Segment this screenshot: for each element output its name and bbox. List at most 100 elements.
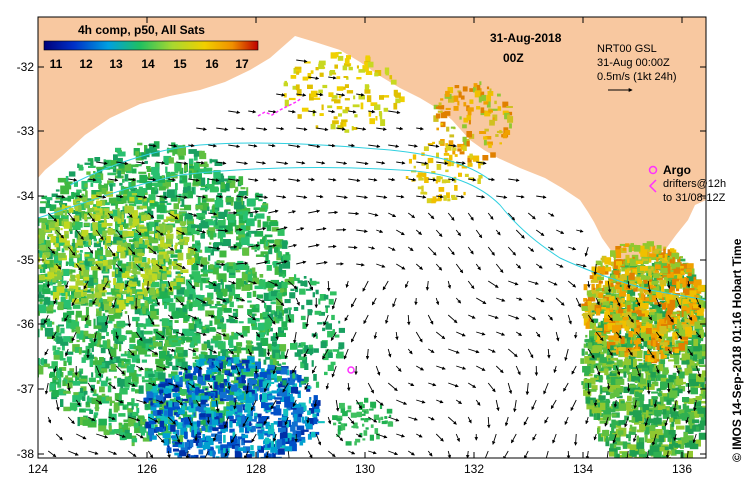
sst-patch [254, 285, 264, 290]
sst-patch [170, 211, 175, 219]
sst-patch [624, 462, 632, 470]
sst-patch [136, 180, 142, 183]
sst-patch [170, 281, 177, 286]
sst-patch [117, 244, 121, 252]
sst-patch [262, 381, 270, 388]
sst-patch [188, 303, 193, 309]
sst-patch [164, 339, 172, 347]
sst-patch [649, 446, 659, 453]
sst-patch [608, 361, 615, 364]
sst-patch [624, 363, 627, 369]
sst-patch [260, 456, 264, 458]
sst-patch [225, 463, 233, 466]
sst-patch [208, 227, 216, 231]
sst-patch [167, 230, 170, 236]
sst-patch [198, 444, 202, 448]
sst-patch [167, 259, 172, 265]
sst-patch [103, 183, 109, 191]
sst-patch [17, 291, 23, 295]
sst-patch [602, 429, 610, 436]
sst-patch [270, 423, 274, 431]
sst-patch [32, 361, 35, 366]
sst-patch [695, 396, 702, 401]
sst-patch [640, 266, 648, 271]
sst-patch [678, 298, 682, 305]
sst-patch [677, 438, 682, 445]
sst-patch [263, 236, 266, 240]
sst-patch [113, 356, 121, 363]
sst-patch [119, 182, 123, 186]
sst-patch [233, 357, 240, 364]
sst-patch [97, 302, 101, 307]
sst-patch [205, 310, 215, 317]
sst-patch [103, 208, 110, 212]
sst-patch [597, 427, 600, 434]
sst-patch [217, 431, 222, 434]
sst-patch [624, 459, 627, 461]
sst-patch [711, 372, 718, 378]
sst-patch [282, 261, 291, 269]
sst-patch [96, 338, 101, 347]
sst-patch [137, 324, 146, 328]
sst-patch [239, 427, 244, 433]
sst-patch [85, 320, 92, 327]
sst-patch [84, 201, 90, 209]
sst-patch [94, 157, 101, 162]
sst-patch [27, 335, 31, 339]
sst-patch [272, 433, 276, 441]
sst-patch [229, 287, 236, 296]
sst-patch [716, 329, 719, 336]
sst-patch [186, 340, 192, 343]
sst-patch [219, 250, 227, 258]
sst-patch [250, 356, 255, 363]
sst-patch [220, 449, 229, 458]
sst-patch [660, 359, 666, 364]
sst-patch [90, 160, 94, 168]
sst-patch [84, 183, 88, 188]
sst-patch [30, 244, 34, 249]
sst-patch [201, 438, 208, 441]
sst-patch [177, 241, 185, 245]
sst-patch [682, 397, 690, 403]
sst-patch [300, 429, 305, 435]
sst-patch [262, 322, 267, 330]
sst-patch [591, 318, 598, 324]
sst-patch [188, 305, 193, 312]
sst-patch [227, 415, 234, 420]
sst-patch [629, 424, 633, 429]
sst-patch [56, 325, 60, 333]
sst-patch [166, 179, 175, 182]
sst-patch [672, 438, 676, 446]
sst-patch [713, 337, 722, 342]
sst-patch [690, 379, 693, 383]
sst-patch [709, 323, 717, 328]
sst-patch [121, 214, 124, 223]
sst-patch [216, 310, 222, 320]
sst-patch [91, 372, 94, 378]
sst-patch [117, 362, 125, 368]
sst-patch [157, 290, 164, 299]
sst-patch [221, 398, 229, 402]
sst-patch [216, 292, 223, 300]
sst-patch [636, 442, 645, 450]
sst-patch [54, 222, 59, 227]
sst-patch [189, 380, 194, 389]
sst-patch [192, 235, 195, 242]
sst-patch [131, 178, 136, 187]
sst-patch [267, 391, 272, 395]
sst-patch [156, 214, 164, 220]
sst-patch [213, 283, 218, 292]
sst-patch [708, 403, 713, 407]
sst-patch [221, 304, 227, 312]
sst-patch [682, 298, 688, 304]
sst-patch [47, 300, 54, 307]
sst-patch [52, 285, 58, 294]
sst-patch [310, 403, 316, 407]
sst-patch [225, 182, 230, 192]
sst-patch [137, 291, 144, 295]
sst-patch [671, 421, 675, 427]
sst-patch [189, 398, 199, 406]
sst-patch [136, 224, 141, 233]
sst-patch [226, 442, 232, 447]
sst-patch [660, 393, 670, 397]
